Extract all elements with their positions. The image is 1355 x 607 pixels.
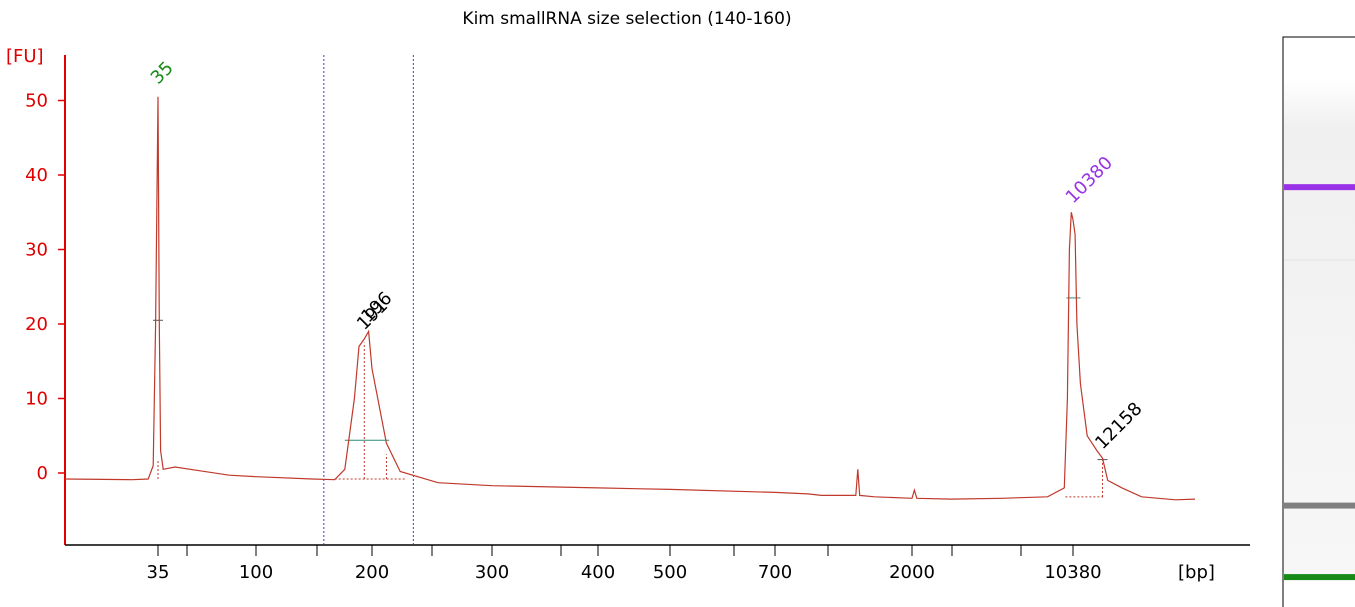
gel-lane: [1282, 36, 1355, 607]
x-tick-label: 200: [355, 562, 389, 583]
region-markers: [323, 55, 414, 545]
y-tick-label: 30: [25, 240, 48, 261]
y-axis-label: [FU]: [6, 46, 44, 67]
x-tick-label: 400: [581, 562, 615, 583]
gel-lane-background: [1284, 78, 1355, 578]
peak-label: 10380: [1062, 152, 1117, 207]
x-tick-label: 700: [758, 562, 792, 583]
y-tick-label: 0: [37, 463, 48, 484]
y-tick-label: 10: [25, 389, 48, 410]
chart-title: Kim smallRNA size selection (140-160): [462, 9, 791, 29]
y-tick-label: 50: [25, 91, 48, 112]
y-ticks: 0 10 20 30 40 50: [25, 91, 65, 484]
upper-marker-band: [1284, 184, 1355, 191]
peak-label: 35: [147, 58, 178, 89]
x-tick-label: 10380: [1044, 562, 1101, 583]
x-ticks: 35 100 200 300 400 500 700 2000 10380: [147, 545, 1102, 583]
lower-marker-band: [1284, 574, 1355, 581]
x-tick-label: 100: [239, 562, 273, 583]
sample-band: [1284, 502, 1355, 509]
x-axis-label: [bp]: [1178, 562, 1215, 583]
y-tick-label: 20: [25, 314, 48, 335]
y-tick-label: 40: [25, 165, 48, 186]
peak-label: 12158: [1091, 398, 1146, 453]
x-tick-label: 35: [147, 562, 170, 583]
trace-line: [64, 96, 1196, 501]
x-tick-label: 500: [653, 562, 687, 583]
x-tick-label: 2000: [889, 562, 935, 583]
peak-annotations: [153, 297, 1108, 498]
plot-area: [64, 96, 1196, 501]
x-tick-label: 300: [475, 562, 509, 583]
